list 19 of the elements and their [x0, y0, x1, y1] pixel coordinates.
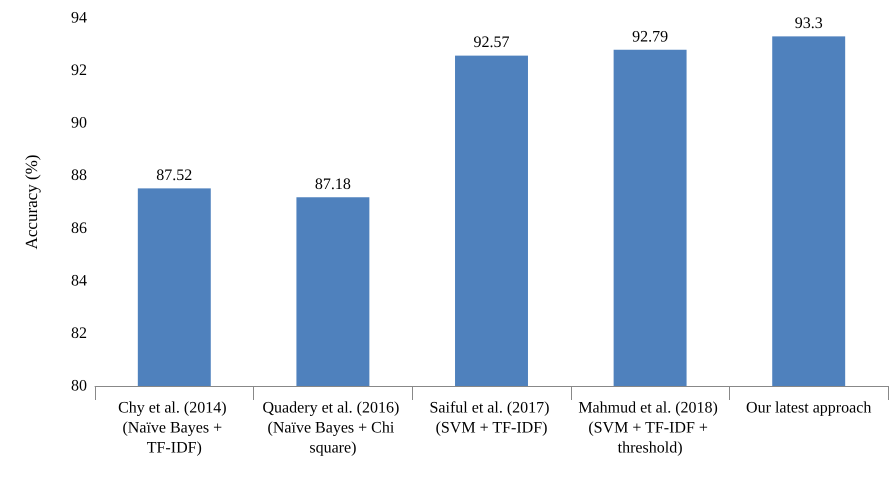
x-tick-label: Our latest approach [746, 400, 872, 416]
x-tick-label: Quadery et al. (2016) (Naïve Bayes + Chi square) [262, 400, 404, 456]
y-axis-title: Accuracy (%) [22, 154, 41, 250]
data-label: 93.3 [794, 14, 823, 32]
y-tick-label: 86 [71, 220, 87, 237]
y-tick-label: 84 [71, 272, 87, 290]
x-tick-label: Mahmud et al. (2018) (SVM + TF-IDF + threshold) [578, 400, 722, 456]
x-tick-label: Chy et al. (2014) (Naïve Bayes + TF-IDF) [118, 400, 231, 456]
y-tick-label: 92 [71, 62, 87, 80]
y-tick-label: 80 [71, 378, 87, 394]
data-label: 92.57 [474, 34, 510, 52]
y-tick-label: 94 [71, 10, 87, 26]
data-label: 92.79 [632, 28, 668, 46]
data-label: 87.52 [156, 166, 192, 184]
y-tick-label: 88 [71, 167, 87, 184]
y-tick-label: 90 [71, 114, 87, 132]
y-tick-label: 82 [71, 324, 87, 342]
data-label: 87.18 [314, 176, 351, 193]
x-tick-label: Saiful et al. (2017) (SVM + TF-IDF) [430, 400, 554, 436]
